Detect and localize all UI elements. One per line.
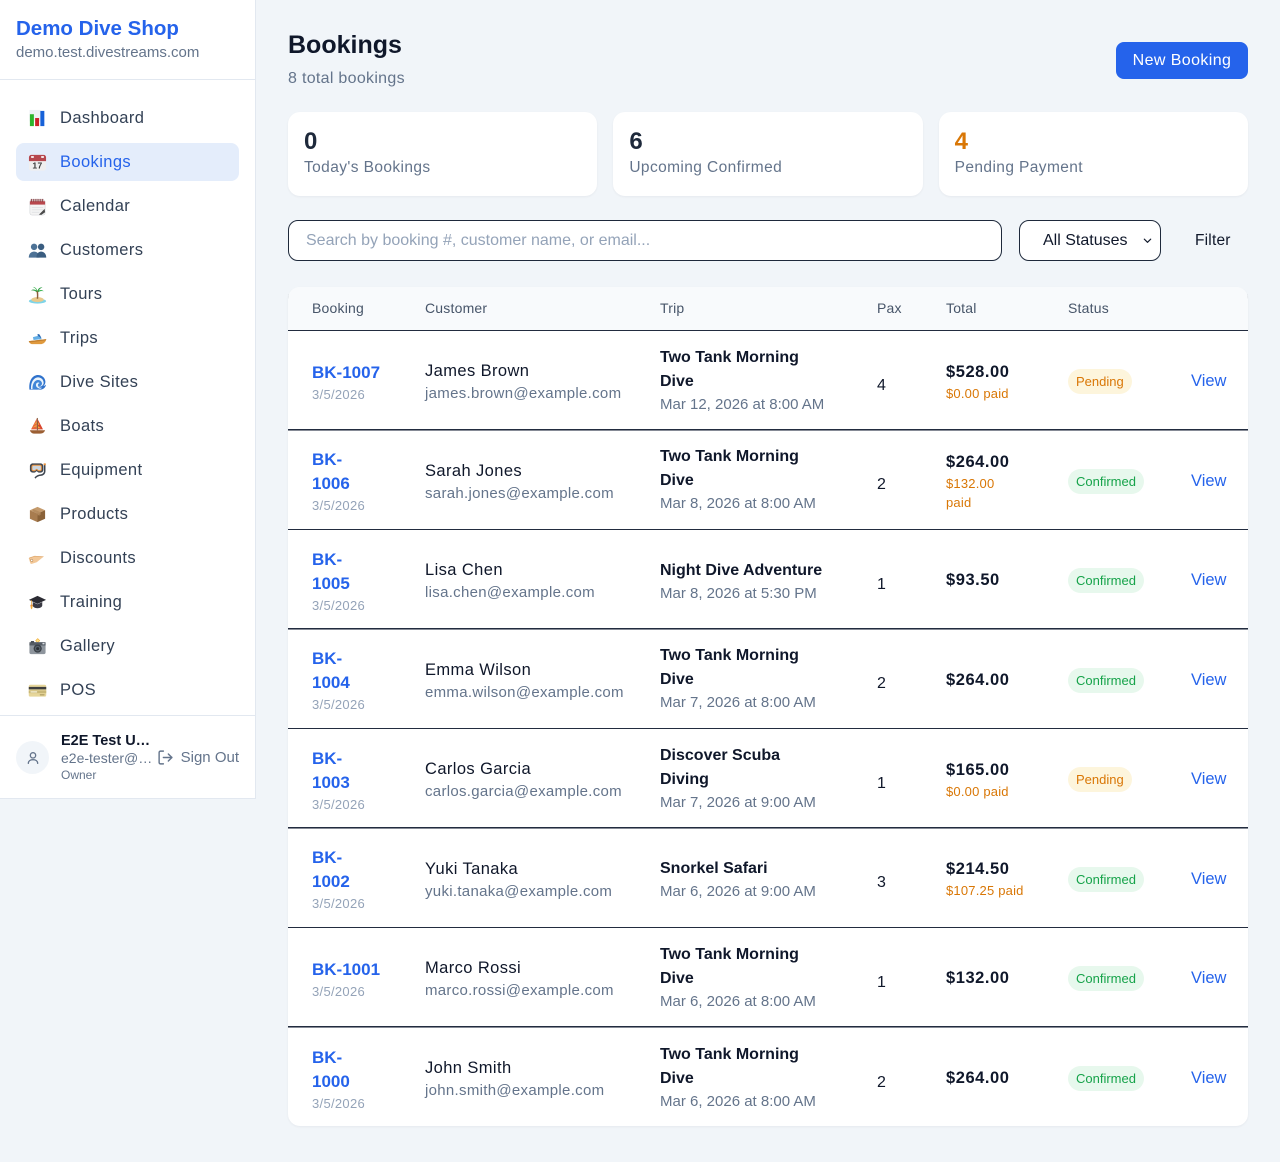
- svg-text:17: 17: [32, 160, 42, 170]
